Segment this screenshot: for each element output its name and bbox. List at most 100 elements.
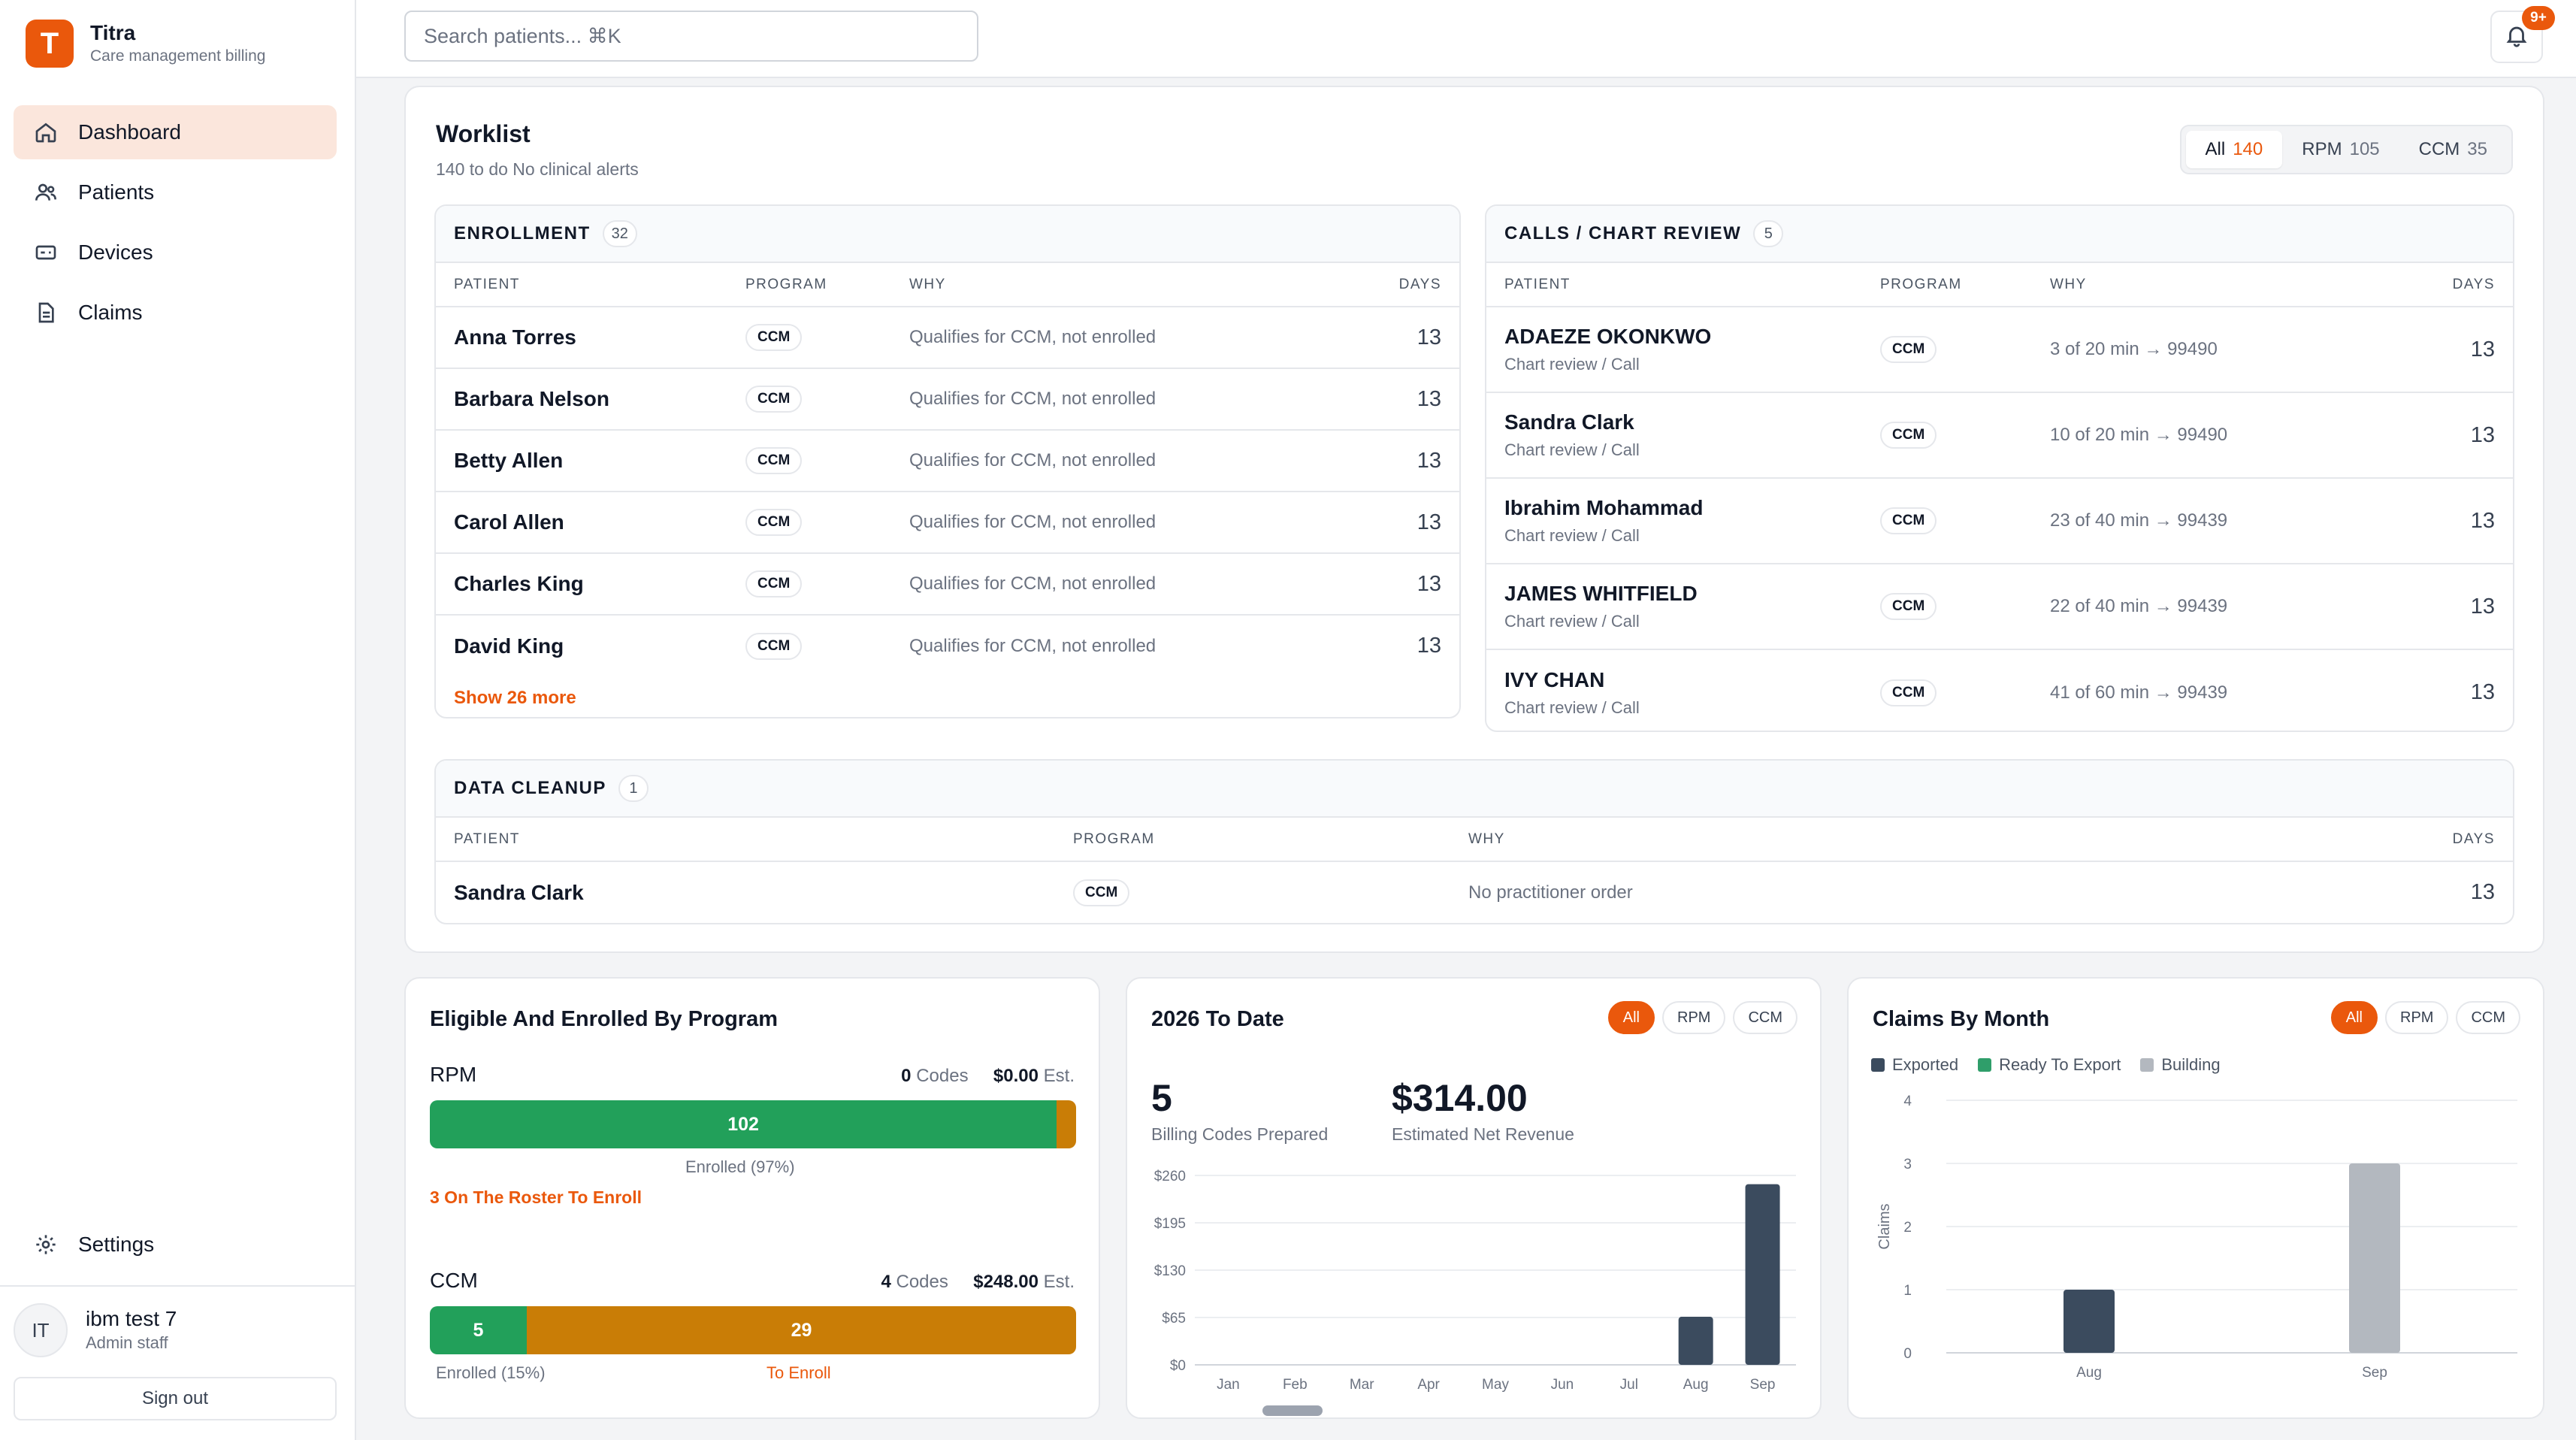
table-row[interactable]: Barbara Nelson CCM Qualifies for CCM, not … (436, 368, 1459, 431)
column-header[interactable]: PATIENT (436, 818, 1055, 862)
net-revenue-value: $314.00 (1392, 1077, 1528, 1119)
filter-ccm[interactable]: CCM (2456, 1001, 2520, 1034)
task-type: Chart review / Call (1504, 355, 1640, 374)
show-more-link[interactable]: Show 26 more (454, 688, 576, 708)
column-header[interactable]: WHY (1450, 818, 2408, 862)
brand-logo: T (26, 20, 74, 68)
user-profile[interactable]: IT ibm test 7 Admin staff (14, 1303, 177, 1357)
panel-count: 5 (1753, 220, 1784, 247)
table-row[interactable]: Charles King CCM Qualifies for CCM, not en… (436, 553, 1459, 616)
task-type: Chart review / Call (1504, 612, 1640, 631)
patient-name[interactable]: ADAEZE OKONKWO (1504, 325, 1712, 348)
y-tick-label: $130 (1154, 1263, 1186, 1279)
filter-ccm[interactable]: CCM 35 (2399, 131, 2507, 168)
nav-item-patients[interactable]: Patients (14, 165, 337, 219)
nav-item-claims[interactable]: Claims (14, 286, 337, 340)
claims-chart: 0 1 2 3 4 Claims Aug Sep (1876, 1094, 2517, 1381)
to-enroll-link[interactable]: To Enroll (766, 1363, 831, 1382)
patient-name[interactable]: JAMES WHITFIELD (1504, 582, 1698, 605)
search-input[interactable]: Search patients... ⌘K (404, 11, 978, 62)
filter-ccm[interactable]: CCM (1733, 1001, 1797, 1034)
bar (2349, 1163, 2400, 1353)
patient-name[interactable]: Betty Allen (454, 449, 564, 472)
patient-name[interactable]: Carol Allen (454, 510, 564, 534)
days-count: 13 (1416, 510, 1441, 534)
brand[interactable]: T Titra Care management billing (26, 20, 265, 68)
legend-item[interactable]: Ready To Export (1978, 1055, 2121, 1075)
codes-label: Codes (916, 1066, 969, 1086)
program-tag: CCM (1880, 593, 1937, 620)
column-header[interactable]: DAYS (2408, 818, 2513, 862)
patient-name[interactable]: David King (454, 634, 564, 658)
table-row[interactable]: Sandra Clark CCM No practitioner order 13 (436, 861, 2513, 923)
patient-name[interactable]: Sandra Clark (454, 880, 584, 904)
x-tick-label: Apr (1417, 1377, 1440, 1393)
reason-text: Qualifies for CCM, not enrolled (909, 512, 1156, 532)
table-row[interactable]: Anna Torres CCM Qualifies for CCM, not enr… (436, 307, 1459, 369)
patient-name[interactable]: Charles King (454, 572, 584, 595)
notifications-button[interactable]: 9+ (2490, 6, 2555, 63)
filter-rpm[interactable]: RPM 105 (2282, 131, 2399, 168)
home-icon (33, 119, 59, 145)
filter-all[interactable]: All (1607, 1001, 1655, 1034)
patient-name[interactable]: Anna Torres (454, 325, 576, 349)
reason-text: 22 of 40 min → 99439 (2050, 596, 2228, 616)
nav-label: Claims (78, 301, 143, 324)
column-header[interactable]: PATIENT (436, 263, 727, 307)
bell-icon (2504, 23, 2529, 52)
program-tag: CCM (1073, 879, 1130, 906)
bar-segment-enrolled: 5 (430, 1306, 527, 1354)
filter-all[interactable]: All 140 (2185, 131, 2283, 168)
legend-item[interactable]: Exported (1871, 1055, 1958, 1075)
calls-panel: CALLS / CHART REVIEW 5 PATIENT PROGRAM W… (1485, 204, 2514, 732)
ccm-enrollment-bar: 5 29 (430, 1306, 1076, 1354)
roster-to-enroll-link[interactable]: 3 On The Roster To Enroll (430, 1187, 642, 1207)
column-header[interactable]: PATIENT (1486, 263, 1862, 307)
filter-all[interactable]: All (2330, 1001, 2378, 1034)
column-header[interactable]: PROGRAM (1055, 818, 1450, 862)
nav-item-devices[interactable]: Devices (14, 225, 337, 280)
column-header[interactable]: PROGRAM (1862, 263, 2032, 307)
nav-item-dashboard[interactable]: Dashboard (14, 105, 337, 159)
filter-label: All (2205, 139, 2226, 159)
x-tick-label: Aug (2076, 1365, 2102, 1381)
legend-swatch (1871, 1058, 1885, 1072)
filter-rpm[interactable]: RPM (1662, 1001, 1726, 1034)
table-row[interactable]: David King CCM Qualifies for CCM, not enro… (436, 615, 1459, 676)
estimate-value: $248.00 (973, 1272, 1039, 1292)
patient-name[interactable]: Ibrahim Mohammad (1504, 496, 1704, 519)
days-count: 13 (1416, 325, 1441, 349)
data-cleanup-panel: DATA CLEANUP 1 PATIENT PROGRAM WHY DAYS … (434, 759, 2514, 924)
horizontal-scroll-handle[interactable] (1262, 1405, 1323, 1416)
column-header[interactable]: WHY (2032, 263, 2408, 307)
days-count: 13 (1416, 571, 1441, 596)
legend-label: Building (2161, 1055, 2221, 1074)
patient-name[interactable]: IVY CHAN (1504, 667, 1605, 691)
table-row[interactable]: Carol Allen CCM Qualifies for CCM, not enr… (436, 492, 1459, 554)
patient-name[interactable]: Sandra Clark (1504, 410, 1634, 434)
column-header[interactable]: DAYS (1354, 263, 1459, 307)
sign-out-button[interactable]: Sign out (14, 1377, 337, 1420)
eligible-enrolled-card: Eligible And Enrolled By Program RPM 0 C… (404, 977, 1100, 1419)
reason-text: 23 of 40 min → 99439 (2050, 510, 2228, 531)
nav-item-settings[interactable]: Settings (14, 1218, 337, 1272)
bar (1745, 1184, 1780, 1365)
panel-title: ENROLLMENT (454, 223, 591, 244)
legend-item[interactable]: Building (2140, 1055, 2221, 1075)
legend-label: Exported (1892, 1055, 1959, 1074)
reason-text: 3 of 20 min → 99490 (2050, 339, 2218, 359)
document-icon (33, 300, 59, 325)
column-header[interactable]: PROGRAM (727, 263, 891, 307)
table-row[interactable]: IVY CHAN Chart review / Call CCM 41 of 60 m… (1486, 649, 2513, 731)
column-header[interactable]: WHY (891, 263, 1354, 307)
table-row[interactable]: ADAEZE OKONKWO Chart review / Call CCM 3 of… (1486, 307, 2513, 393)
column-header[interactable]: DAYS (2408, 263, 2513, 307)
filter-rpm[interactable]: RPM (2385, 1001, 2449, 1034)
x-tick-label: May (1482, 1377, 1509, 1393)
patient-name[interactable]: Barbara Nelson (454, 387, 609, 410)
table-row[interactable]: Betty Allen CCM Qualifies for CCM, not enr… (436, 430, 1459, 492)
reason-text: Qualifies for CCM, not enrolled (909, 573, 1156, 594)
table-row[interactable]: Ibrahim Mohammad Chart review / Call CCM 23… (1486, 478, 2513, 564)
table-row[interactable]: JAMES WHITFIELD Chart review / Call CCM 22 … (1486, 564, 2513, 650)
table-row[interactable]: Sandra Clark Chart review / Call CCM 10 of … (1486, 392, 2513, 479)
